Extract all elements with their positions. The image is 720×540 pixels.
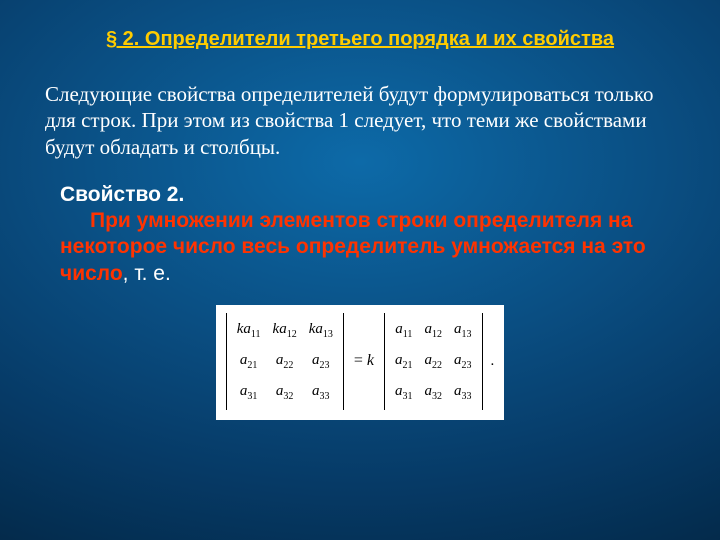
property-heading: Свойство 2. [60, 183, 184, 206]
cell: a32 [419, 377, 449, 408]
cell: a31 [389, 377, 419, 408]
cell: a32 [267, 377, 303, 408]
cell: a12 [419, 315, 449, 346]
determinant-left: ka11ka12ka13 a21a22a23 a31a32a33 [226, 313, 344, 410]
property-tail: , т. е. [123, 262, 171, 285]
determinant-right: a11a12a13 a21a22a23 a31a32a33 [384, 313, 483, 410]
cell: a11 [389, 315, 419, 346]
equation-period: . [487, 353, 495, 370]
cell: ka11 [231, 315, 267, 346]
cell: a13 [448, 315, 478, 346]
cell: a21 [389, 346, 419, 377]
cell: ka12 [267, 315, 303, 346]
slide-title: § 2. Определители третьего порядка и их … [40, 28, 680, 51]
matrix-left-table: ka11ka12ka13 a21a22a23 a31a32a33 [231, 315, 339, 408]
cell: a31 [231, 377, 267, 408]
cell: a23 [303, 346, 339, 377]
equation-image: ka11ka12ka13 a21a22a23 a31a32a33 = k a11… [216, 305, 505, 420]
equals-k: = k [348, 352, 380, 370]
matrix-right-table: a11a12a13 a21a22a23 a31a32a33 [389, 315, 478, 408]
cell: a33 [303, 377, 339, 408]
intro-paragraph: Следующие свойства определителей будут ф… [45, 81, 675, 160]
cell: a21 [231, 346, 267, 377]
slide: § 2. Определители третьего порядка и их … [0, 0, 720, 540]
equation-area: ka11ka12ka13 a21a22a23 a31a32a33 = k a11… [40, 305, 680, 420]
cell: a22 [267, 346, 303, 377]
cell: a33 [448, 377, 478, 408]
cell: a22 [419, 346, 449, 377]
cell: ka13 [303, 315, 339, 346]
cell: a23 [448, 346, 478, 377]
property-block: Свойство 2. При умножении элементов стро… [60, 182, 670, 287]
